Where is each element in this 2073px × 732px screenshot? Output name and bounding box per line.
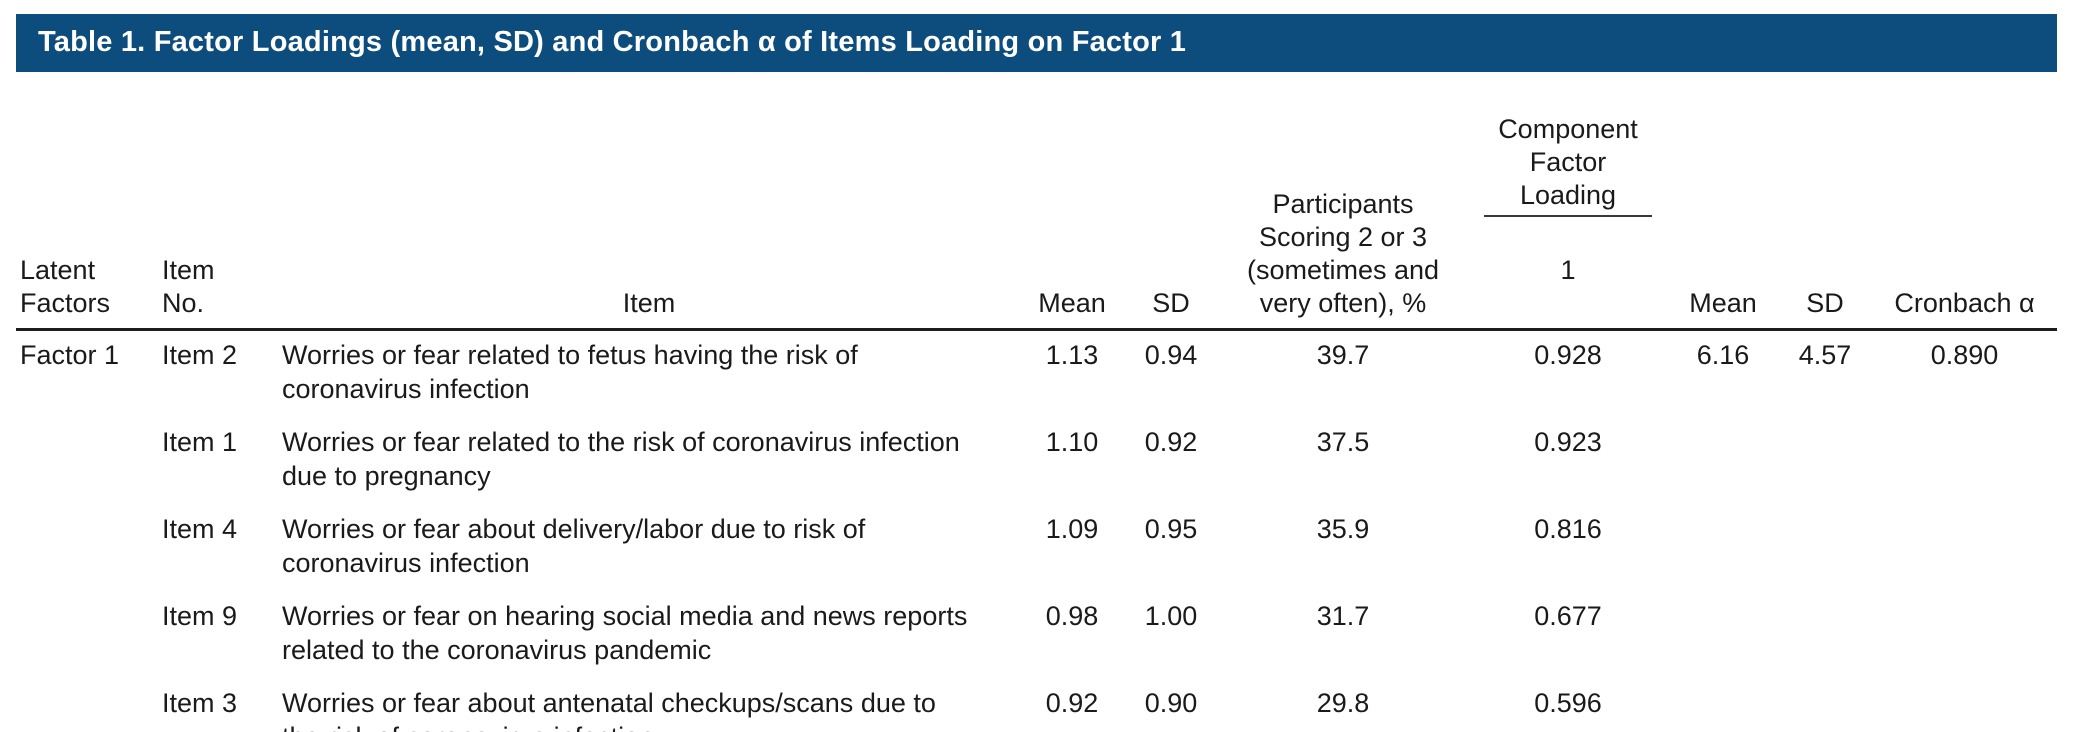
cell-mean-2: 6.16	[1696, 339, 1750, 370]
cell-cronbach-alpha	[1872, 418, 2057, 505]
cell-factor-loading: 0.923	[1534, 426, 1602, 457]
cell-item-no: Item 9	[162, 600, 238, 631]
cell-participants-pct: 37.5	[1316, 426, 1370, 457]
col-header-component-number: 1	[1560, 254, 1576, 285]
cell-cronbach-alpha	[1872, 592, 2057, 679]
cell-mean: 1.10	[1045, 426, 1099, 457]
col-header-sd-2: SD	[1778, 75, 1872, 331]
table-header-row: Latent Factors Item No. Item Mean SD Par…	[16, 75, 2057, 331]
cell-cronbach-alpha: 0.890	[1930, 339, 1999, 370]
cell-latent-factor	[16, 505, 156, 592]
col-header-participants: Participants Scoring 2 or 3 (sometimes a…	[1218, 75, 1468, 331]
table-title-bar: Table 1. Factor Loadings (mean, SD) and …	[16, 14, 2057, 72]
cell-factor-loading: 0.928	[1534, 339, 1602, 370]
col-header-item: Item	[278, 75, 1020, 331]
cell-cronbach-alpha	[1872, 505, 2057, 592]
cell-sd-2	[1778, 505, 1872, 592]
col-header-component-factor-loading: Component Factor Loading 1	[1468, 75, 1668, 331]
cell-mean-2	[1668, 418, 1778, 505]
cell-mean: 1.13	[1045, 339, 1099, 370]
cell-latent-factor	[16, 418, 156, 505]
col-header-component-label: Component Factor Loading	[1483, 113, 1653, 217]
col-header-sd: SD	[1124, 75, 1218, 331]
cell-item-no: Item 1	[162, 426, 238, 457]
cell-sd-2	[1778, 592, 1872, 679]
col-header-mean: Mean	[1020, 75, 1124, 331]
cell-participants-pct: 39.7	[1316, 339, 1370, 370]
cell-item-text: Worries or fear related to fetus having …	[282, 339, 858, 404]
col-header-item-no: Item No.	[156, 75, 278, 331]
cell-sd-2: 4.57	[1798, 339, 1852, 370]
cell-sd: 0.92	[1144, 426, 1198, 457]
factor-loadings-table: Latent Factors Item No. Item Mean SD Par…	[16, 75, 2057, 732]
table-row: Item 1 Worries or fear related to the ri…	[16, 418, 2057, 505]
cell-latent-factor	[16, 592, 156, 679]
cell-mean-2	[1668, 679, 1778, 732]
table-row: Item 4 Worries or fear about delivery/la…	[16, 505, 2057, 592]
cell-mean: 1.09	[1045, 513, 1099, 544]
cell-mean: 0.92	[1045, 687, 1099, 718]
cell-cronbach-alpha	[1872, 679, 2057, 732]
cell-factor-loading: 0.596	[1534, 687, 1602, 718]
cell-mean-2	[1668, 592, 1778, 679]
cell-latent-factor: Factor 1	[20, 339, 120, 370]
col-header-cronbach-alpha: Cronbach α	[1872, 75, 2057, 331]
cell-sd: 1.00	[1144, 600, 1198, 631]
cell-mean-2	[1668, 505, 1778, 592]
cell-latent-factor	[16, 679, 156, 732]
cell-item-text: Worries or fear on hearing social media …	[282, 600, 968, 665]
cell-sd: 0.94	[1144, 339, 1198, 370]
table-row: Item 9 Worries or fear on hearing social…	[16, 592, 2057, 679]
cell-sd: 0.95	[1144, 513, 1198, 544]
cell-participants-pct: 29.8	[1316, 687, 1370, 718]
table-title: Table 1. Factor Loadings (mean, SD) and …	[38, 26, 1187, 58]
col-header-latent-factors: Latent Factors	[16, 75, 156, 331]
cell-item-text: Worries or fear about antenatal checkups…	[282, 687, 936, 732]
cell-participants-pct: 35.9	[1316, 513, 1370, 544]
cell-item-text: Worries or fear about delivery/labor due…	[282, 513, 866, 578]
cell-item-no: Item 3	[162, 687, 238, 718]
col-header-mean-2: Mean	[1668, 75, 1778, 331]
cell-factor-loading: 0.816	[1534, 513, 1602, 544]
cell-sd-2	[1778, 679, 1872, 732]
cell-sd: 0.90	[1144, 687, 1198, 718]
table-row: Item 3 Worries or fear about antenatal c…	[16, 679, 2057, 732]
cell-item-no: Item 4	[162, 513, 238, 544]
cell-item-no: Item 2	[162, 339, 238, 370]
cell-mean: 0.98	[1045, 600, 1099, 631]
cell-sd-2	[1778, 418, 1872, 505]
table-row: Factor 1 Item 2 Worries or fear related …	[16, 329, 2057, 418]
cell-factor-loading: 0.677	[1534, 600, 1602, 631]
cell-item-text: Worries or fear related to the risk of c…	[282, 426, 960, 491]
cell-participants-pct: 31.7	[1316, 600, 1370, 631]
